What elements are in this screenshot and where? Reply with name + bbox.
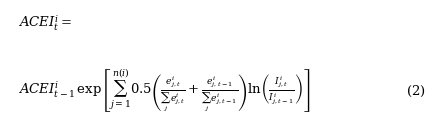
Text: $ACEI^{i}_{t} = $: $ACEI^{i}_{t} = $: [18, 14, 71, 33]
Text: $ACEI^{i}_{t-1} \, \exp\!\left[\sum_{j=1}^{n(i)} 0.5 \left(\frac{e^{i}_{j,t}}{\s: $ACEI^{i}_{t-1} \, \exp\!\left[\sum_{j=1…: [18, 68, 309, 115]
Text: $(2)$: $(2)$: [405, 84, 425, 99]
